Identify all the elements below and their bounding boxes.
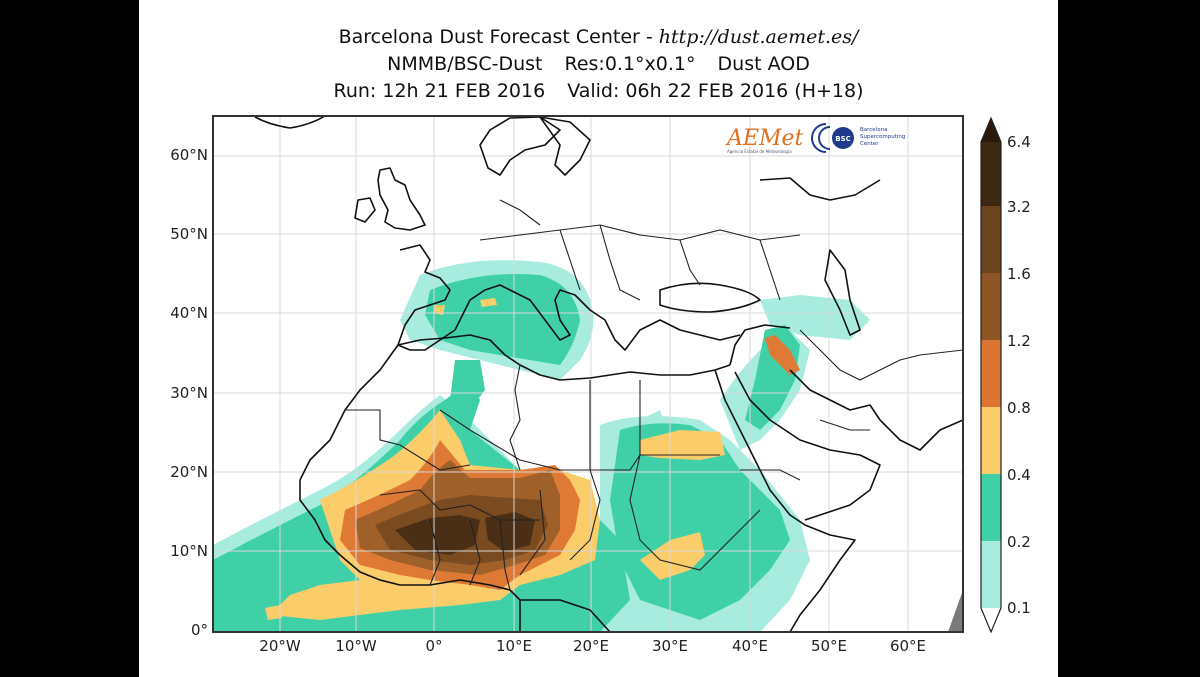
colorbar-tick: 0.4 (1007, 466, 1031, 484)
title-line-3: Run: 12h 21 FEB 2016 Valid: 06h 22 FEB 20… (139, 78, 1058, 104)
resolution: Res:0.1°x0.1° (564, 53, 696, 75)
colorbar (980, 116, 1002, 634)
aemet-logo: AEMet Agencia Estatal de Meteorología (725, 126, 803, 154)
colorbar-extend-max (981, 118, 1001, 142)
title-url: http://dust.aemet.es/ (658, 26, 859, 48)
colorbar-tick: 3.2 (1007, 198, 1031, 216)
aemet-logo-subtitle: Agencia Estatal de Meteorología (727, 149, 792, 154)
dust-field-darkest (395, 512, 535, 555)
map-area (213, 116, 963, 632)
colorbar-tick: 1.2 (1007, 332, 1031, 350)
bsc-logo-text: BSC (835, 135, 851, 143)
lat-label: 40°N (170, 304, 208, 322)
corner-mask-right (948, 590, 963, 632)
aemet-logo-text: AEMet (725, 126, 803, 151)
variable-name: Dust AOD (717, 53, 810, 75)
lat-label: 10°N (170, 542, 208, 560)
lon-label: 50°E (810, 637, 848, 655)
lon-label: 40°E (731, 637, 769, 655)
lat-label: 20°N (170, 463, 208, 481)
lat-label: 60°N (170, 146, 208, 164)
bsc-name-line-2: Supercomputing (860, 134, 905, 140)
lat-label: 0° (190, 621, 208, 639)
colorbar-tick: 0.1 (1007, 599, 1031, 617)
lat-label: 50°N (170, 225, 208, 243)
colorbar-tick: 6.4 (1007, 133, 1031, 151)
title-text: Barcelona Dust Forecast Center - (338, 26, 659, 48)
title-line-1: Barcelona Dust Forecast Center - http://… (139, 24, 1058, 50)
colorbar-tick: 0.8 (1007, 399, 1031, 417)
gridlines (213, 116, 963, 632)
lon-label: 0° (425, 637, 443, 655)
colorbar-tick: 1.6 (1007, 265, 1031, 283)
lon-label: 10°E (495, 637, 533, 655)
map-frame (212, 115, 964, 633)
bsc-circle-icon (832, 127, 854, 149)
lon-label: 20°W (259, 637, 301, 655)
model-name: NMMB/BSC-Dust (387, 53, 543, 75)
lon-label: 10°W (335, 637, 377, 655)
colorbar-tick: 0.2 (1007, 533, 1031, 551)
coastlines (254, 116, 963, 632)
bsc-name-line-1: Barcelona (860, 127, 887, 133)
lat-label: 30°N (170, 384, 208, 402)
colorbar-extend-min (981, 608, 1001, 632)
title-line-2: NMMB/BSC-Dust Res:0.1°x0.1° Dust AOD (139, 51, 1058, 77)
country-borders (345, 199, 963, 591)
bsc-logo: BSC Barcelona Supercomputing Center (811, 123, 905, 153)
valid-time: Valid: 06h 22 FEB 2016 (H+18) (567, 80, 864, 102)
lon-label: 60°E (889, 637, 927, 655)
lon-label: 20°E (572, 637, 610, 655)
bsc-name-line-3: Center (860, 141, 879, 147)
run-time: Run: 12h 21 FEB 2016 (333, 80, 546, 102)
lon-label: 30°E (651, 637, 689, 655)
